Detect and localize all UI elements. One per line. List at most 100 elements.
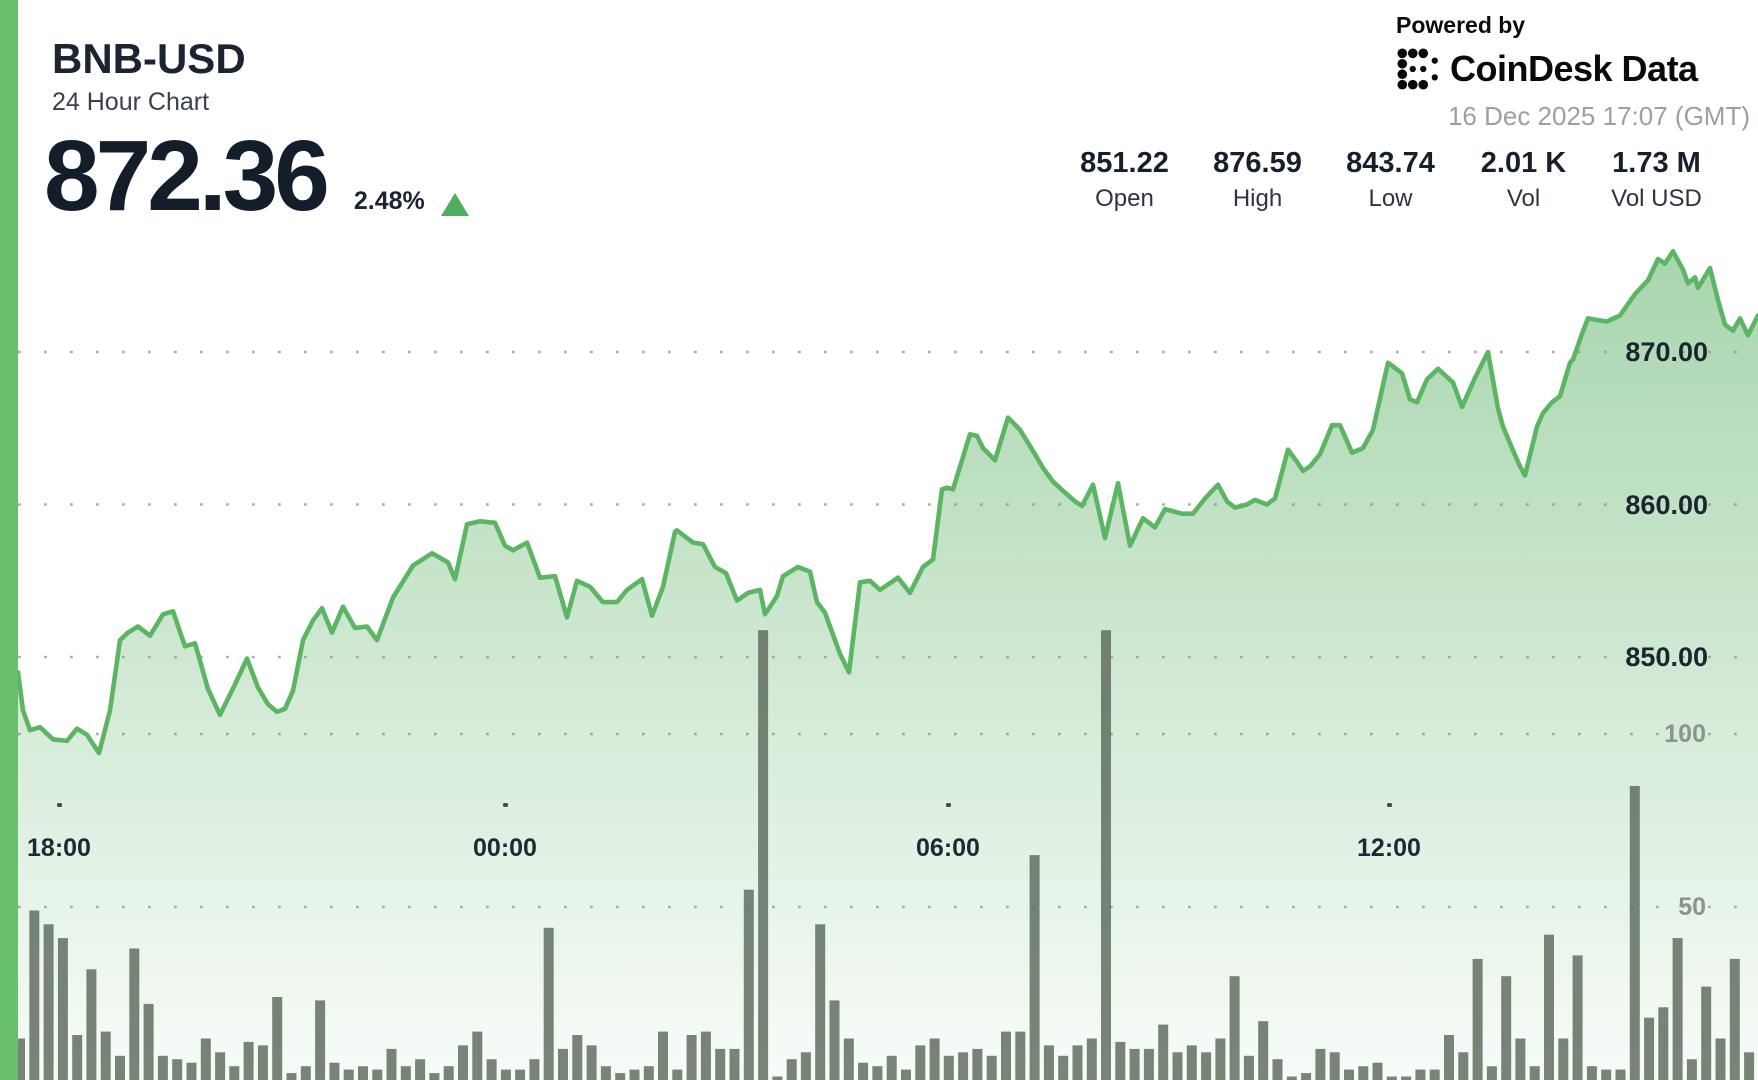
powered-by-label: Powered by [1396,12,1526,38]
volume-bar [1644,1017,1655,1080]
volume-bar [500,1069,511,1080]
volume-bar [629,1069,640,1080]
volume-bar [986,1055,997,1080]
volume-bar [1486,1066,1497,1080]
volume-bar [729,1048,740,1080]
volume-bar [186,1062,197,1080]
volume-bar [1715,1038,1726,1080]
volume-bar [929,1038,940,1080]
price-area [18,251,1758,1080]
volume-bar [1029,855,1040,1080]
volume-bar [543,927,554,1080]
volume-bar [1444,1035,1454,1080]
volume-bar [1143,1048,1154,1080]
volume-bar [57,938,68,1080]
volume-bar [1301,1073,1312,1080]
volume-bar [1386,1076,1397,1080]
volume-bar [972,1048,983,1080]
volume-bar [1358,1066,1369,1080]
volume-bar [901,1069,911,1080]
volume-bar [672,1069,683,1080]
volume-bar [1601,1069,1612,1080]
volume-bar [686,1035,697,1080]
timestamp: 16 Dec 2025 17:07 (GMT) [1447,101,1750,131]
volume-bar [129,948,140,1080]
price-line [15,249,1758,756]
volume-bar [1286,1076,1297,1080]
volume-bar [1658,1007,1669,1080]
x-axis-tick-dot [503,803,508,807]
volume-bar [1229,976,1240,1080]
volume-bar [72,1035,83,1080]
volume-bar [1372,1062,1383,1080]
volume-bar [586,1045,597,1080]
volume-bar [15,1038,25,1080]
volume-bar [1201,1052,1212,1080]
volume-bar [415,1059,426,1080]
chart-subtitle: 24 Hour Chart [52,88,210,116]
volume-bar [1472,958,1483,1080]
up-arrow-icon [440,193,469,216]
volume-bar [143,1003,154,1080]
volume-bar [1415,1069,1426,1080]
volume-bar [715,1048,726,1080]
x-axis-tick-dot [946,803,951,807]
volume-bar [1072,1045,1083,1080]
volume-bar [329,1062,340,1080]
volume-bar [958,1052,969,1080]
volume-bar [915,1045,926,1080]
volume-bar [658,1031,668,1080]
volume-bar [372,1069,383,1080]
volume-bar [943,1055,954,1080]
stat-label: Open [1095,185,1154,212]
volume-bar [86,969,97,1080]
volume-bar [1529,1066,1540,1080]
volume-bar [472,1031,483,1080]
volume-bar [1129,1048,1140,1080]
ohlc-stats-row: 851.22 Open 876.59 High 843.74 Low 2.01 … [1058,146,1723,213]
volume-bar [386,1048,397,1080]
volume-bar [300,1066,311,1080]
volume-bar [872,1066,883,1080]
volume-bar [1458,1052,1469,1080]
volume-bar [1015,1031,1026,1080]
volume-bar [286,1073,297,1080]
volume-bar [443,1066,454,1080]
chart-header: BNB-USD 24 Hour Chart [52,36,246,117]
volume-bar [400,1066,411,1080]
stat-high: 876.59 High [1191,146,1324,213]
volume-bar [1729,958,1740,1080]
volume-bar [1501,976,1512,1080]
stat-value: 2.01 K [1480,147,1567,179]
volume-bar [1515,1038,1526,1080]
price-change-percent: 2.48% [353,187,425,215]
volume-bar [1315,1048,1326,1080]
volume-bar [200,1038,211,1080]
coindesk-logo-icon [1397,48,1438,90]
stat-value: 843.74 [1346,147,1435,179]
volume-bar [1215,1038,1226,1080]
volume-bar [572,1035,583,1080]
left-accent-bar [0,0,18,1080]
volume-bar [1558,1038,1569,1080]
volume-bar [515,1069,526,1080]
volume-bar [1629,785,1640,1080]
volume-bar [558,1048,568,1080]
volume-bar [829,1000,840,1080]
volume-bar [243,1041,254,1080]
volume-bar [858,1062,869,1080]
stat-volume-usd: 1.73 M Vol USD [1590,146,1723,213]
current-price-row: 872.36 2.48% [44,126,469,226]
brand-name: CoinDesk Data [1450,48,1698,89]
volume-bar [1172,1052,1183,1080]
volume-bar [1344,1069,1354,1080]
stat-low: 843.74 Low [1324,146,1457,213]
x-axis-tick-dot [1387,803,1392,807]
volume-bar [358,1066,368,1080]
volume-bar [172,1059,183,1080]
volume-bar [1686,1059,1697,1080]
volume-bar [1572,955,1583,1080]
volume-bar [43,924,54,1080]
volume-bar [1615,1069,1626,1080]
